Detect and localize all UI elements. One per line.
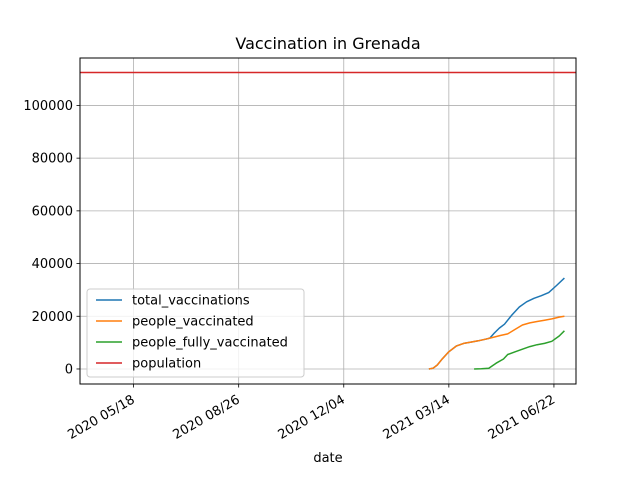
y-tick-label: 80000 [32, 152, 73, 167]
plot-lines [80, 71, 576, 370]
y-axis: 0 20000 40000 60000 80000 100000 [23, 99, 80, 377]
plot-frame [79, 57, 577, 385]
y-tick-label: 20000 [32, 310, 73, 325]
series-line-people-fully-vaccinated [474, 330, 565, 370]
y-tick-label: 60000 [32, 204, 73, 219]
legend-label: total_vaccinations [132, 294, 250, 309]
chart-title: Vaccination in Grenada [235, 34, 420, 53]
y-tick-label: 40000 [32, 257, 73, 272]
series-line-people-vaccinated [428, 315, 565, 370]
y-tick-label: 100000 [23, 99, 73, 114]
legend-box [86, 288, 305, 378]
legend-label: people_vaccinated [132, 315, 254, 330]
grid [80, 58, 576, 384]
y-tick-label: 0 [65, 362, 73, 377]
legend-label: population [132, 357, 201, 372]
x-axis-label: date [313, 451, 342, 466]
legend: total_vaccinations people_vaccinatedpeopl… [86, 288, 305, 378]
legend-label: people_fully_vaccinated [132, 336, 288, 351]
